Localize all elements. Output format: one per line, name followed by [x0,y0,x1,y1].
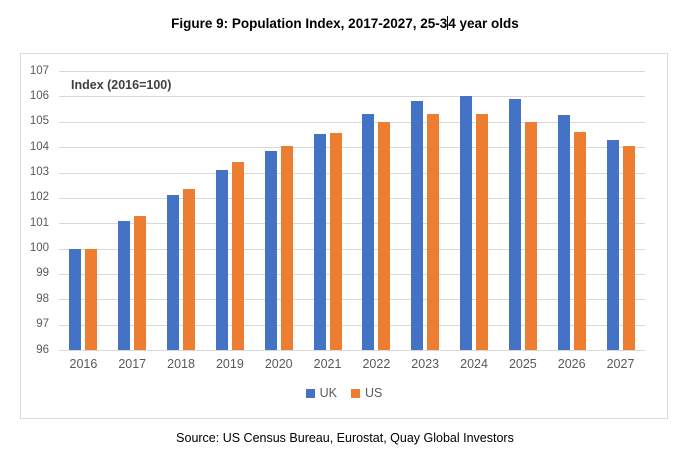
bar-uk-2026 [557,115,570,350]
gridline-98 [59,299,645,301]
bar-uk-2027 [606,139,619,350]
legend-label-us: US [365,386,383,400]
bar-group-2021 [303,71,352,350]
bar-uk-2021 [313,134,326,350]
bar-us-2021 [329,133,342,350]
bar-group-2026 [547,71,596,350]
x-tick-label-2022: 2022 [362,357,391,371]
bar-us-2020 [280,145,293,350]
x-tick-label-2026: 2026 [557,357,586,371]
gridline-104 [59,147,645,149]
bar-uk-2017 [118,220,131,350]
y-tick-label-99: 99 [36,267,49,280]
x-tick-label-2019: 2019 [215,357,244,371]
y-tick-label-97: 97 [36,318,49,331]
y-tick-label-107: 107 [29,64,49,77]
bar-group-2025 [498,71,547,350]
legend-label-uk: UK [319,386,337,400]
gridline-102 [59,197,645,199]
y-tick-label-104: 104 [29,140,49,153]
bar-group-2027 [596,71,645,350]
bar-group-2020 [254,71,303,350]
bars-layer [59,71,645,350]
bar-uk-2020 [264,150,277,350]
bar-group-2016 [59,71,108,350]
x-tick-label-2024: 2024 [460,357,488,371]
source-line: Source: US Census Bureau, Eurostat, Quay… [176,431,514,445]
gridline-101 [59,223,645,225]
gridline-103 [59,172,645,174]
x-axis: 2016 2017 2018 2019 2020 2021 2022 2023 2024 2025… [59,357,645,371]
y-axis: 96 97 98 99 100 101 102 103 104 105 106 107 [21,65,53,356]
chart-title[interactable]: Figure 9: Population Index, 2017-2027, 2… [0,16,690,32]
bar-us-2025 [524,121,537,350]
y-tick-label-96: 96 [36,343,49,356]
y-tick-label-102: 102 [29,191,49,204]
bar-uk-2018 [167,195,180,350]
y-tick-label-98: 98 [36,292,49,305]
legend-swatch-uk [305,388,315,398]
y-tick-label-105: 105 [29,115,49,128]
gridline-107 [59,71,645,72]
plot-area [59,71,645,351]
bar-group-2018 [157,71,206,350]
x-tick-label-2021: 2021 [313,357,342,371]
gridline-106 [59,96,645,98]
bar-us-2022 [378,121,391,350]
x-tick-label-2016: 2016 [69,357,98,371]
bar-us-2027 [622,145,635,350]
x-tick-label-2025: 2025 [508,357,537,371]
chart-box: Index (2016=100) 96 97 98 99 100 101 102 103 104… [20,53,668,419]
x-tick-label-2020: 2020 [264,357,293,371]
bar-uk-2019 [215,169,228,350]
bar-us-2023 [427,114,440,350]
bar-us-2019 [231,162,244,350]
y-tick-label-106: 106 [29,89,49,102]
bar-uk-2025 [508,98,521,350]
x-tick-label-2017: 2017 [118,357,147,371]
y-tick-label-103: 103 [29,166,49,178]
bar-uk-2016 [69,248,82,350]
bar-uk-2024 [460,96,473,350]
gridline-105 [59,121,645,123]
gridline-96 [59,350,645,351]
bar-group-2017 [108,71,157,350]
chart-title-text-after-caret: 4 year olds [448,16,519,31]
bar-us-2017 [134,215,147,350]
bar-group-2024 [450,71,499,350]
y-tick-label-101: 101 [29,216,49,229]
legend-item-uk: UK [305,386,337,400]
gridline-99 [59,273,645,275]
gridline-100 [59,248,645,250]
legend: UK US [21,386,667,400]
chart-title-text-before-caret: Figure 9: Population Index, 2017-2027, 2… [171,16,448,31]
bar-uk-2023 [411,101,424,350]
text-caret [447,16,449,30]
bar-us-2026 [573,131,586,350]
bar-group-2022 [352,71,401,350]
bar-us-2018 [183,188,196,350]
gridline-97 [59,324,645,326]
x-tick-label-2027: 2027 [606,357,635,371]
bar-us-2016 [85,248,98,350]
bar-us-2024 [476,114,489,350]
x-tick-label-2018: 2018 [167,357,195,371]
bar-group-2023 [401,71,450,350]
x-tick-label-2023: 2023 [411,357,440,371]
legend-swatch-us [351,388,360,398]
bar-uk-2022 [362,114,375,350]
axis-note: Index (2016=100) [71,78,172,92]
y-tick-label-100: 100 [29,242,49,254]
legend-item-us: US [351,386,382,400]
bar-group-2019 [205,71,254,350]
